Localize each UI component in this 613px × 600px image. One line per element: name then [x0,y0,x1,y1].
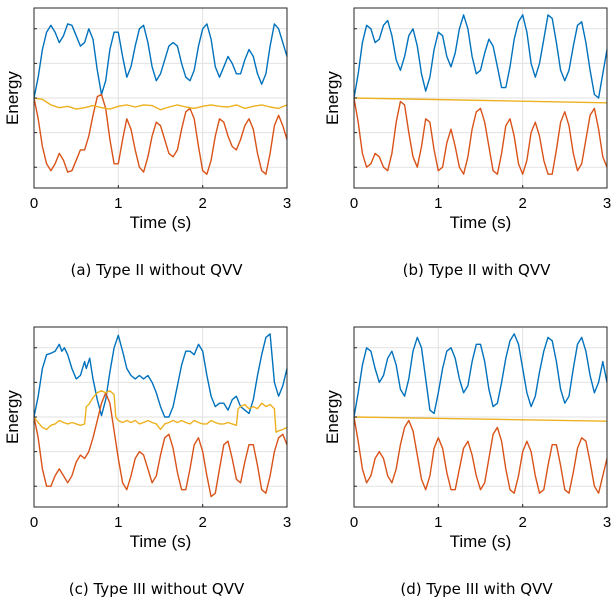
chart-panel: 0 1 2 3 Time (s) Energy (c) Type III without Q… [3,326,291,598]
subfigure-caption: (d) Type III with QVV [400,580,553,598]
series-line-red [353,416,608,494]
x-tick-label: 2 [198,195,206,212]
series-line-red [33,93,288,175]
series-line-yellow [33,390,288,433]
x-tick-label: 0 [30,195,38,212]
x-tick-label: 1 [114,195,122,212]
y-axis-label: Energy [3,71,22,125]
x-tick-label: 3 [283,195,291,212]
series-line-red [33,392,288,498]
x-tick-label: 1 [114,514,122,531]
x-tick-label: 1 [434,195,442,212]
y-axis-label: Energy [3,390,22,444]
x-tick-label: 3 [283,514,291,531]
y-axis-label: Energy [323,71,342,125]
subfigure-caption: (a) Type II without QVV [71,261,244,279]
x-axis-label: Time (s) [130,532,192,551]
series-line-blue [353,333,608,418]
x-axis-label: Time (s) [130,213,192,232]
chart-panel: 0 1 2 3 Time (s) Energy (b) Type II with QVV [323,7,611,279]
y-axis-label: Energy [323,390,342,444]
x-tick-label: 2 [518,195,526,212]
subfigure-caption: (b) Type II with QVV [403,261,551,279]
x-tick-label: 2 [198,514,206,531]
x-axis-label: Time (s) [450,213,512,232]
chart-panel: 0 1 2 3 Time (s) Energy (a) Type II without QV… [3,7,291,279]
series-line-yellow [353,416,608,422]
series-line-yellow [353,97,608,104]
x-tick-label: 3 [603,195,611,212]
series-line-blue [33,333,288,418]
chart-panel: 0 1 2 3 Time (s) Energy (d) Type III with QVV [323,326,611,598]
series-line-red [353,97,608,175]
series-line-blue [353,14,608,99]
subfigure-caption: (c) Type III without QVV [69,580,245,598]
x-axis-label: Time (s) [450,532,512,551]
series-line-blue [33,23,288,99]
x-tick-label: 0 [30,514,38,531]
series-line-yellow [33,97,288,111]
x-tick-label: 1 [434,514,442,531]
x-tick-label: 2 [518,514,526,531]
x-tick-label: 0 [350,195,358,212]
x-tick-label: 0 [350,514,358,531]
x-tick-label: 3 [603,514,611,531]
